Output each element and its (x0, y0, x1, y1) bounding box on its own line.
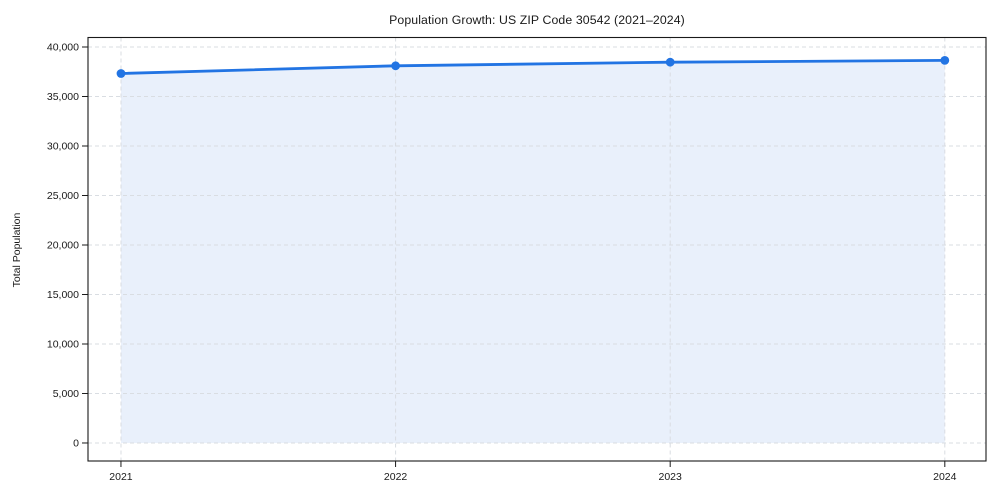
axes-spines (87, 36, 987, 462)
chart-title: Population Growth: US ZIP Code 30542 (20… (389, 13, 685, 27)
x-tick-label: 2022 (384, 471, 408, 483)
y-tick-label: 25,000 (47, 190, 79, 202)
y-tick-label: 10,000 (47, 339, 79, 351)
data-point (391, 61, 400, 71)
x-tick-label: 2023 (659, 471, 683, 483)
area-fill (121, 60, 945, 444)
data-line (119, 59, 947, 75)
y-tick-label: 35,000 (47, 91, 79, 103)
data-point (116, 69, 126, 78)
y-tick-label: 20,000 (47, 240, 79, 252)
y-tick-label: 0 (73, 438, 79, 450)
y-tick-label: 40,000 (47, 42, 79, 54)
y-tick-label: 30,000 (47, 141, 79, 153)
y-axis-label: Total Population (11, 212, 23, 288)
x-tick-label: 2024 (933, 471, 957, 483)
data-point (940, 56, 950, 65)
x-tick-label: 2021 (109, 471, 133, 483)
data-point (665, 57, 675, 67)
y-tick-label: 15,000 (47, 289, 79, 301)
y-tick-label: 5,000 (53, 388, 79, 400)
